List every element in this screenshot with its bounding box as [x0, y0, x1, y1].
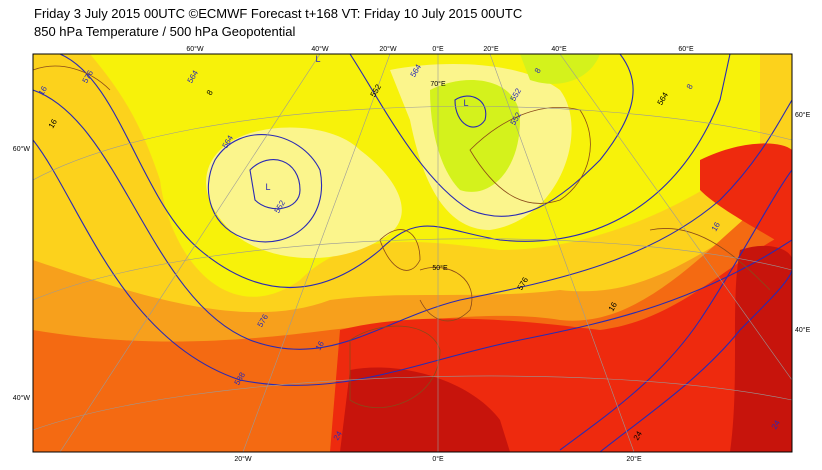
graticule-label: 50°E	[432, 264, 448, 272]
low-marker: L	[315, 54, 320, 64]
graticule-label: 0°E	[432, 45, 444, 53]
low-marker: L	[265, 182, 270, 192]
graticule-label: 40°E	[795, 326, 811, 334]
title: Friday 3 July 2015 00UTC ©ECMWF Forecast…	[34, 6, 523, 21]
graticule-label: 70°E	[430, 80, 446, 88]
contour-label: 8	[685, 82, 695, 91]
graticule-label: 20°E	[483, 45, 499, 53]
graticule-label: 40°W	[13, 394, 31, 402]
graticule-label: 20°W	[379, 45, 397, 53]
graticule-label: 20°W	[234, 455, 252, 463]
graticule-label: 60°W	[13, 145, 31, 153]
graticule-label: 20°E	[626, 455, 642, 463]
contour-label: 8	[533, 66, 543, 75]
graticule-label: 60°E	[678, 45, 694, 53]
graticule-label: 40°E	[551, 45, 567, 53]
map-field	[33, 54, 792, 452]
contour-label: 8	[205, 88, 215, 97]
graticule-label: 40°W	[311, 45, 329, 53]
graticule-label: 0°E	[432, 455, 444, 463]
graticule-label: 60°E	[795, 111, 811, 119]
subtitle: 850 hPa Temperature / 500 hPa Geopotenti…	[34, 24, 296, 39]
low-marker: L	[463, 98, 468, 108]
graticule-label: 60°W	[186, 45, 204, 53]
